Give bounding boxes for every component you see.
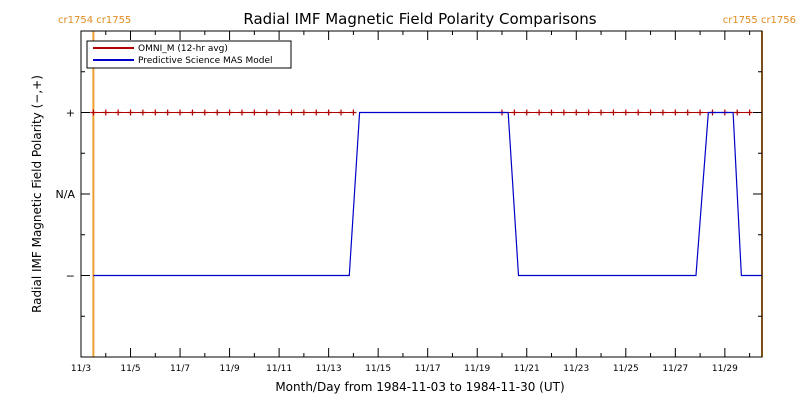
plot-frame bbox=[80, 30, 763, 358]
x-tick-label-10: 11/23 bbox=[563, 364, 589, 374]
series-0-point-42 bbox=[746, 109, 753, 116]
series-0-point-19 bbox=[325, 109, 332, 116]
x-tick-label-0: 11/3 bbox=[71, 364, 91, 374]
series-0-point-25 bbox=[536, 109, 543, 116]
series-0-point-8 bbox=[189, 109, 196, 116]
series-0-point-11 bbox=[226, 109, 233, 116]
series-0-point-17 bbox=[300, 109, 307, 116]
series-0-point-20 bbox=[338, 109, 345, 116]
series-0-point-30 bbox=[598, 109, 605, 116]
y-tick-label-0: + bbox=[66, 107, 75, 120]
series-0-point-12 bbox=[238, 109, 245, 116]
series-0-point-5 bbox=[152, 109, 159, 116]
series-0-point-4 bbox=[139, 109, 146, 116]
series-0-point-0 bbox=[90, 109, 97, 116]
series-0-point-34 bbox=[647, 109, 654, 116]
series-0-point-26 bbox=[548, 109, 555, 116]
series-0-point-28 bbox=[573, 109, 580, 116]
series-0-point-13 bbox=[251, 109, 258, 116]
x-tick-label-1: 11/5 bbox=[120, 364, 140, 374]
series-1-line bbox=[93, 111, 762, 277]
series-0-point-27 bbox=[560, 109, 567, 116]
series-0-point-10 bbox=[214, 109, 221, 116]
series-0-point-2 bbox=[115, 109, 122, 116]
x-tick-label-4: 11/11 bbox=[266, 364, 292, 374]
x-tick-label-11: 11/25 bbox=[613, 364, 639, 374]
y-tick-label-2: − bbox=[66, 270, 75, 283]
series-0-point-7 bbox=[177, 109, 184, 116]
series-0-point-3 bbox=[127, 109, 134, 116]
series-0-point-15 bbox=[276, 109, 283, 116]
axis-ticks: 11/3 11/5 11/7 11/9 11/11 11/13 11/15 11/17 11/1… bbox=[56, 31, 762, 374]
x-tick-label-12: 11/27 bbox=[662, 364, 688, 374]
carrington-markers bbox=[92, 31, 763, 357]
series-0-point-1 bbox=[102, 109, 109, 116]
x-tick-label-6: 11/15 bbox=[365, 364, 391, 374]
series-0-point-32 bbox=[622, 109, 629, 116]
y-axis-label: Radial IMF Magnetic Field Polarity (−,+) bbox=[30, 75, 44, 313]
x-tick-label-5: 11/13 bbox=[316, 364, 342, 374]
series-0-point-38 bbox=[697, 109, 704, 116]
chart-title: Radial IMF Magnetic Field Polarity Compa… bbox=[243, 10, 596, 28]
series-0-point-36 bbox=[672, 109, 679, 116]
series-0-point-35 bbox=[659, 109, 666, 116]
carrington-label-left: cr1754 cr1755 bbox=[58, 15, 131, 26]
series-0-point-31 bbox=[610, 109, 617, 116]
series-0-point-6 bbox=[164, 109, 171, 116]
legend: OMNI_M (12-hr avg) Predictive Science MA… bbox=[86, 40, 292, 69]
x-tick-label-2: 11/7 bbox=[170, 364, 190, 374]
series-0-point-37 bbox=[684, 109, 691, 116]
x-tick-label-8: 11/19 bbox=[464, 364, 490, 374]
series-0-point-23 bbox=[511, 109, 518, 116]
carrington-label-right: cr1755 cr1756 bbox=[723, 15, 796, 26]
x-tick-label-13: 11/29 bbox=[712, 364, 738, 374]
plot-area bbox=[90, 109, 762, 277]
series-0-point-24 bbox=[523, 109, 530, 116]
y-tick-label-1: N/A bbox=[56, 188, 76, 201]
legend-label-mas: Predictive Science MAS Model bbox=[138, 56, 273, 66]
series-0-point-9 bbox=[201, 109, 208, 116]
x-tick-label-9: 11/21 bbox=[514, 364, 540, 374]
x-tick-label-3: 11/9 bbox=[219, 364, 239, 374]
series-0-point-21 bbox=[350, 109, 357, 116]
series-0-point-18 bbox=[313, 109, 320, 116]
series-0-point-14 bbox=[263, 109, 270, 116]
x-tick-label-7: 11/17 bbox=[415, 364, 441, 374]
series-0-point-41 bbox=[734, 109, 741, 116]
legend-label-omni: OMNI_M (12-hr avg) bbox=[138, 44, 228, 54]
series-0-point-29 bbox=[585, 109, 592, 116]
x-axis-label: Month/Day from 1984-11-03 to 1984-11-30 … bbox=[275, 380, 564, 394]
legend-box bbox=[86, 40, 292, 69]
series-0-point-33 bbox=[635, 109, 642, 116]
series-0-point-16 bbox=[288, 109, 295, 116]
